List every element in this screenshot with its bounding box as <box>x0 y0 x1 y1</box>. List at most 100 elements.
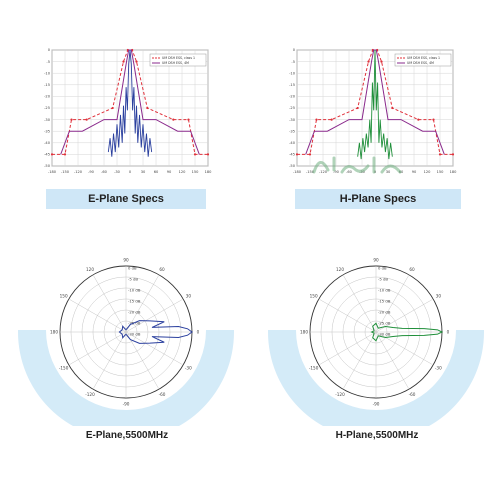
y-tick-label: -50 <box>289 164 296 168</box>
series-marker <box>206 153 210 156</box>
series-marker <box>391 106 394 110</box>
series-marker <box>380 60 383 63</box>
series-marker <box>63 153 67 156</box>
y-tick-label: -45 <box>44 153 50 157</box>
h-plane-spec-chart: -180 -150 -120 -90 -60 -30 0 30 60 90 120 150 1800-5… <box>289 48 457 174</box>
angle-label: 120 <box>86 267 94 272</box>
series-marker <box>367 60 370 63</box>
polar-spoke <box>125 331 184 366</box>
series-marker <box>356 106 359 110</box>
h-plane-polar-chart: 90 60 30 0 -30 -60 -90 -120 -150 180 150 120 0 dB -5 … <box>300 258 450 407</box>
radial-label: 0 dB <box>128 266 137 271</box>
polar-pattern-0 <box>118 320 193 344</box>
radial-label: -20 dB <box>378 310 391 315</box>
h-plane-spec-plot: -180 -150 -120 -90 -60 -30 0 30 60 90 120 150 1800-5… <box>289 48 457 174</box>
e-plane-polar-background-arc <box>18 330 234 438</box>
y-tick-label: -50 <box>44 164 51 168</box>
series-marker <box>146 106 149 110</box>
angle-label: -30 <box>185 366 192 371</box>
h-plane-specs-banner: H-Plane Specs <box>295 189 461 209</box>
angle-label: 30 <box>436 294 442 299</box>
angle-label: -150 <box>309 366 319 371</box>
radial-label: -20 dB <box>128 310 141 315</box>
polar-spoke <box>92 331 127 390</box>
x-tick-label: -30 <box>114 170 121 174</box>
x-tick-label: 90 <box>167 170 172 174</box>
angle-label: 150 <box>60 294 68 299</box>
angle-label: 90 <box>373 258 379 263</box>
polar-spoke <box>68 298 127 333</box>
series-marker <box>451 153 455 156</box>
radial-label: -10 dB <box>378 288 391 293</box>
y-tick-label: -30 <box>289 118 296 122</box>
x-tick-label: 120 <box>179 170 187 174</box>
x-tick-label: 60 <box>154 170 159 174</box>
h-plane-polar-plot: 90 60 30 0 -30 -60 -90 -120 -150 180 150 120 0 dB -5 … <box>300 258 450 407</box>
x-tick-label: 90 <box>412 170 417 174</box>
series-marker <box>85 118 88 121</box>
polar-pattern-0 <box>370 322 444 342</box>
radial-label: -25 dB <box>378 321 391 326</box>
x-tick-label: -90 <box>333 170 340 174</box>
angle-label: 180 <box>50 330 58 335</box>
y-tick-label: -5 <box>46 60 50 64</box>
x-tick-label: -60 <box>101 170 108 174</box>
series-marker <box>187 118 190 121</box>
series-marker <box>315 118 318 121</box>
polar-spoke <box>375 331 410 390</box>
e-plane-polar-plot: 90 60 30 0 -30 -60 -90 -120 -150 180 150 120 0 dB -5 … <box>50 258 200 407</box>
polar-spoke <box>92 274 127 333</box>
angle-label: -120 <box>335 392 345 397</box>
y-tick-label: -10 <box>44 71 51 75</box>
legend-box <box>149 53 207 67</box>
angle-label: -150 <box>59 366 69 371</box>
y-tick-label: -30 <box>44 118 51 122</box>
y-tick-label: 0 <box>48 48 51 52</box>
polar-spoke <box>125 331 160 390</box>
y-tick-label: -20 <box>44 95 51 99</box>
polar-spoke <box>318 331 377 366</box>
angle-label: 60 <box>159 267 165 272</box>
polar-spoke <box>125 274 160 333</box>
series-marker <box>135 60 138 63</box>
radial-label: -30 dB <box>128 332 141 337</box>
angle-label: 180 <box>300 330 308 335</box>
radial-label: -15 dB <box>128 299 141 304</box>
y-tick-label: -40 <box>44 141 51 145</box>
e-plane-spec-chart: -180 -150 -120 -90 -60 -30 0 30 60 90 120 150 180 0 -5… <box>44 48 212 174</box>
polar-spoke <box>375 274 410 333</box>
x-tick-label: -150 <box>306 170 315 174</box>
y-tick-label: -45 <box>289 153 295 157</box>
series-marker <box>122 60 125 63</box>
angle-label: -60 <box>409 392 416 397</box>
y-tick-label: -10 <box>289 71 296 75</box>
polar-spoke <box>342 274 377 333</box>
series-line-0 <box>297 49 453 155</box>
e-plane-specs-banner: E-Plane Specs <box>46 189 206 209</box>
series-marker <box>432 118 435 121</box>
series-marker <box>193 153 197 156</box>
y-tick-label: -35 <box>44 129 50 133</box>
y-tick-label: -40 <box>289 141 296 145</box>
x-tick-label: -120 <box>319 170 328 174</box>
x-tick-label: -180 <box>48 170 57 174</box>
angle-label: -120 <box>85 392 95 397</box>
series-line-2 <box>357 49 393 160</box>
angle-label: -60 <box>159 392 166 397</box>
radial-label: -10 dB <box>128 288 141 293</box>
legend-label: UM DSH ESS, 4M <box>407 61 434 65</box>
x-tick-label: -150 <box>61 170 70 174</box>
x-tick-label: -60 <box>346 170 353 174</box>
series-line-2 <box>107 49 153 157</box>
series-marker <box>172 118 175 121</box>
e-plane-spec-plot: -180 -150 -120 -90 -60 -30 0 30 60 90 120 150 180 0 -5… <box>44 48 212 174</box>
polar-spoke <box>125 298 184 333</box>
x-tick-label: 150 <box>437 170 445 174</box>
x-tick-label: 180 <box>450 170 458 174</box>
x-tick-label: 0 <box>129 170 132 174</box>
series-marker <box>308 153 312 156</box>
polar-spoke <box>318 298 377 333</box>
watermark-logo <box>308 150 408 180</box>
x-tick-label: 150 <box>192 170 200 174</box>
series-marker <box>438 153 442 156</box>
